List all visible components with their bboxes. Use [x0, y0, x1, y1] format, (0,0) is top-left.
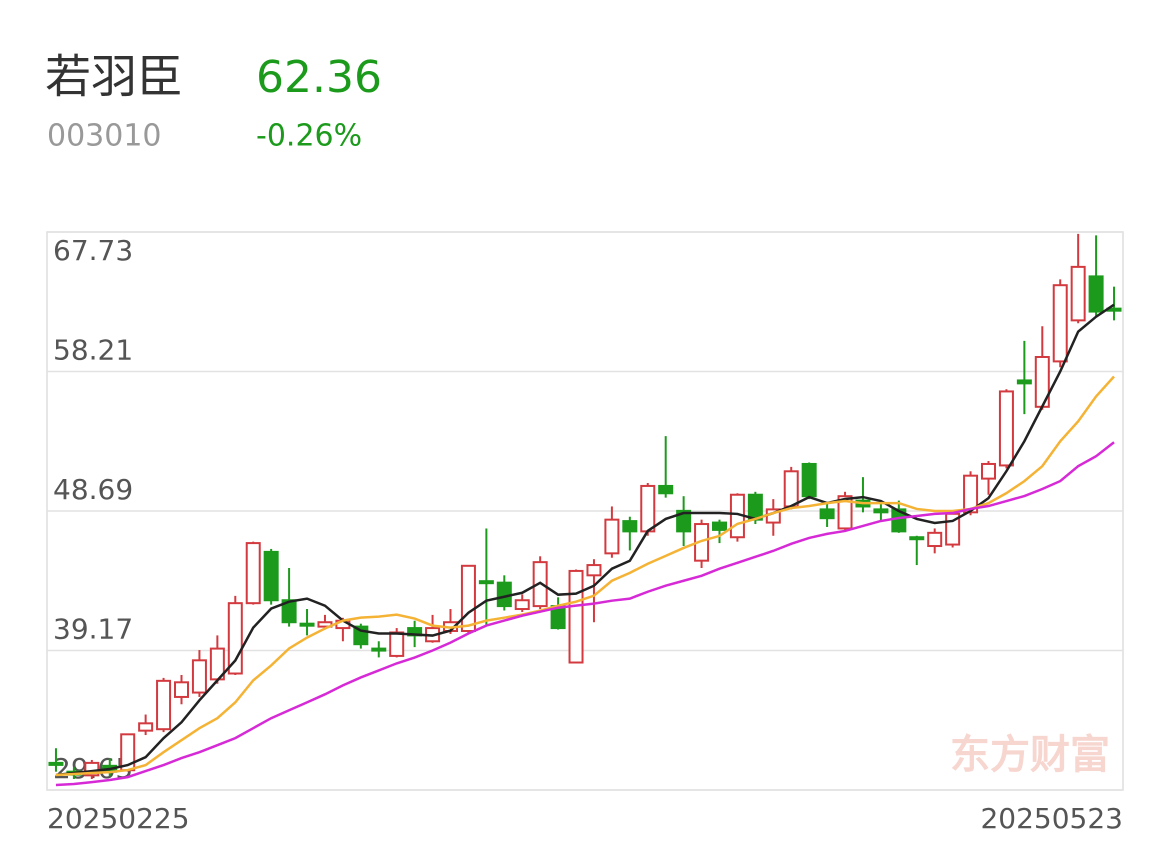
moving-average-line [55, 375, 1115, 777]
candle-body [281, 599, 297, 624]
candle-body [604, 518, 620, 555]
candle-body [138, 722, 154, 732]
candle-body [496, 581, 512, 608]
candle-body [998, 390, 1014, 467]
candle-body [1088, 275, 1104, 313]
watermark: 东方财富 [950, 732, 1110, 778]
candle-body [263, 550, 279, 602]
candle-body [174, 681, 189, 698]
moving-average-line [55, 441, 1115, 787]
candle-body [622, 520, 638, 533]
candle-body [909, 536, 925, 541]
candle-body [1016, 379, 1032, 385]
candle-body [48, 761, 64, 766]
candle-body [191, 659, 207, 694]
x-tick-label: 20250225 [47, 802, 190, 835]
y-tick-label: 67.73 [53, 234, 133, 267]
candle-body [981, 462, 996, 480]
candle-body [801, 462, 817, 498]
candle-body [299, 622, 315, 627]
candle-body [819, 508, 835, 520]
candle-body [586, 564, 602, 577]
candle-body [1052, 284, 1068, 363]
candle-body [640, 484, 656, 533]
candle-body [227, 602, 243, 675]
candle-body [478, 580, 494, 585]
candle-body [747, 493, 763, 521]
x-tick-label: 20250523 [980, 802, 1123, 835]
candle-body [676, 509, 692, 533]
y-tick-label: 58.21 [53, 334, 133, 367]
change: -0.26% [256, 119, 362, 154]
candle-body [873, 508, 889, 514]
stock-name: 若羽臣 [45, 50, 183, 104]
candle-body [1070, 265, 1086, 322]
candle-body [783, 470, 799, 508]
y-tick-label: 39.17 [53, 613, 133, 646]
candle-body [568, 569, 584, 664]
candle-body [891, 508, 907, 533]
candle-body [245, 542, 261, 605]
candle-body [371, 647, 387, 652]
candle-body [712, 521, 727, 531]
moving-average-line [55, 303, 1115, 777]
price: 62.36 [256, 52, 382, 103]
y-tick-label: 48.69 [53, 473, 133, 506]
candle-body [156, 679, 172, 731]
candle-body [514, 599, 530, 611]
candle-body [927, 531, 943, 548]
stock-code: 003010 [47, 119, 162, 154]
candle-body [658, 484, 674, 495]
candle-body [460, 564, 476, 633]
candle-body [837, 495, 853, 530]
candle-body [389, 631, 405, 657]
